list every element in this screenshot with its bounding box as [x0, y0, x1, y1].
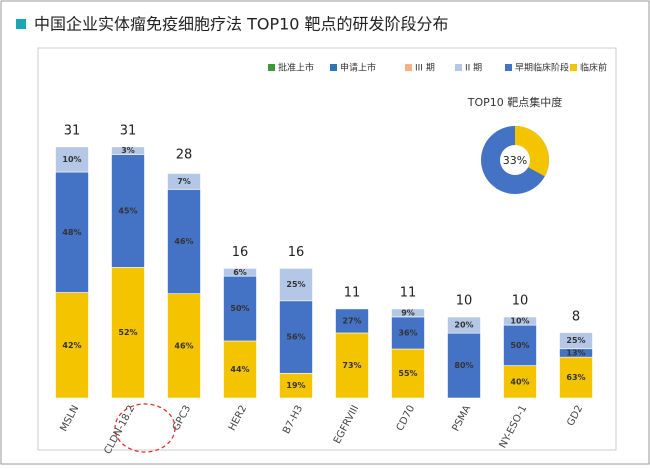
bar-segment	[503, 324, 537, 366]
data-label: 46%	[174, 341, 193, 350]
x-tick-label: GPC3	[171, 404, 193, 433]
data-label: 73%	[342, 361, 361, 370]
pie-title: TOP10 靶点集中度	[467, 95, 563, 109]
total-label: 31	[64, 123, 81, 138]
total-label: 28	[176, 148, 193, 163]
legend-swatch	[455, 64, 462, 71]
total-label: 11	[344, 285, 361, 300]
total-label: 10	[512, 294, 529, 309]
bar-segment	[503, 365, 537, 399]
data-label: 9%	[401, 308, 415, 317]
pie-hole	[500, 145, 530, 175]
data-label: 10%	[62, 155, 81, 164]
chart-title: 中国企业实体瘤免疫细胞疗法 TOP10 靶点的研发阶段分布	[34, 15, 449, 34]
bar-segment	[55, 292, 89, 399]
total-label: 16	[232, 245, 249, 260]
total-label: 8	[572, 310, 580, 325]
data-label: 10%	[510, 317, 529, 326]
bar-segment	[167, 293, 201, 399]
legend-label: 申请上市	[340, 62, 376, 74]
bar-segment	[279, 373, 313, 399]
bar-segment	[111, 267, 145, 399]
bar-segment	[335, 308, 369, 334]
bar-segment	[223, 340, 257, 399]
legend-label: 早期临床阶段	[515, 62, 569, 74]
x-tick-label: CLDN-18.2	[102, 404, 137, 456]
x-tick-label: GD2	[565, 404, 585, 428]
legend-swatch	[405, 64, 412, 71]
data-label: 40%	[510, 377, 529, 386]
data-label: 52%	[118, 328, 137, 337]
bar-segment	[223, 275, 257, 342]
total-label: 10	[456, 294, 473, 309]
data-label: 48%	[62, 228, 81, 237]
bar-segment	[447, 316, 481, 334]
bar-segment	[55, 171, 89, 293]
x-tick-label: HER2	[227, 404, 249, 433]
data-label: 27%	[342, 316, 361, 325]
highlight-circle	[114, 403, 176, 453]
x-tick-label: B7-H3	[281, 404, 305, 436]
data-label: 44%	[230, 365, 249, 374]
x-tick-label: MSLN	[58, 404, 81, 434]
total-label: 31	[120, 123, 137, 138]
x-tick-label: CD70	[395, 404, 418, 433]
x-tick-label: NY-ESO-1	[498, 404, 530, 450]
bar-segment	[279, 300, 313, 374]
bar-segment	[391, 308, 425, 318]
legend-label: III 期	[415, 63, 435, 74]
data-label: 13%	[566, 348, 585, 357]
data-label: 63%	[566, 373, 585, 382]
data-label: 55%	[398, 369, 417, 378]
data-label: 45%	[118, 206, 137, 215]
bar-segment	[223, 268, 257, 277]
bar-segment	[335, 332, 369, 399]
data-label: 80%	[454, 361, 473, 370]
plot-frame	[37, 47, 617, 451]
data-label: 20%	[454, 321, 473, 330]
data-label: 3%	[121, 146, 135, 155]
title-marker	[16, 19, 26, 29]
legend-swatch	[268, 64, 275, 71]
data-label: 7%	[177, 177, 191, 186]
data-label: 25%	[566, 336, 585, 345]
bar-segment	[279, 268, 313, 302]
data-label: 42%	[62, 341, 81, 350]
x-tick-label: EGFRVIII	[332, 404, 361, 446]
data-label: 19%	[286, 381, 305, 390]
pie-label: 33%	[503, 154, 527, 167]
legend-swatch	[570, 64, 577, 71]
total-label: 11	[400, 285, 417, 300]
bar-segment	[111, 154, 145, 268]
bar-segment	[111, 146, 145, 155]
bar-segment	[55, 146, 89, 173]
bar-segment	[559, 332, 593, 350]
data-label: 50%	[510, 341, 529, 350]
total-label: 16	[288, 245, 305, 260]
x-tick-label: PSMA	[451, 404, 474, 434]
data-label: 50%	[230, 304, 249, 313]
data-label: 25%	[286, 280, 305, 289]
bar-segment	[391, 348, 425, 399]
bar-segment	[447, 332, 481, 399]
legend-label: 批准上市	[278, 62, 314, 74]
bar-segment	[167, 173, 201, 190]
legend-label: 临床前	[580, 62, 607, 74]
legend-label: II 期	[465, 63, 482, 74]
data-label: 36%	[398, 328, 417, 337]
data-label: 6%	[233, 268, 247, 277]
data-label: 46%	[174, 237, 193, 246]
legend-swatch	[505, 64, 512, 71]
bar-segment	[167, 189, 201, 294]
bar-segment	[503, 316, 537, 326]
bar-segment	[391, 316, 425, 350]
data-label: 56%	[286, 333, 305, 342]
legend-swatch	[330, 64, 337, 71]
